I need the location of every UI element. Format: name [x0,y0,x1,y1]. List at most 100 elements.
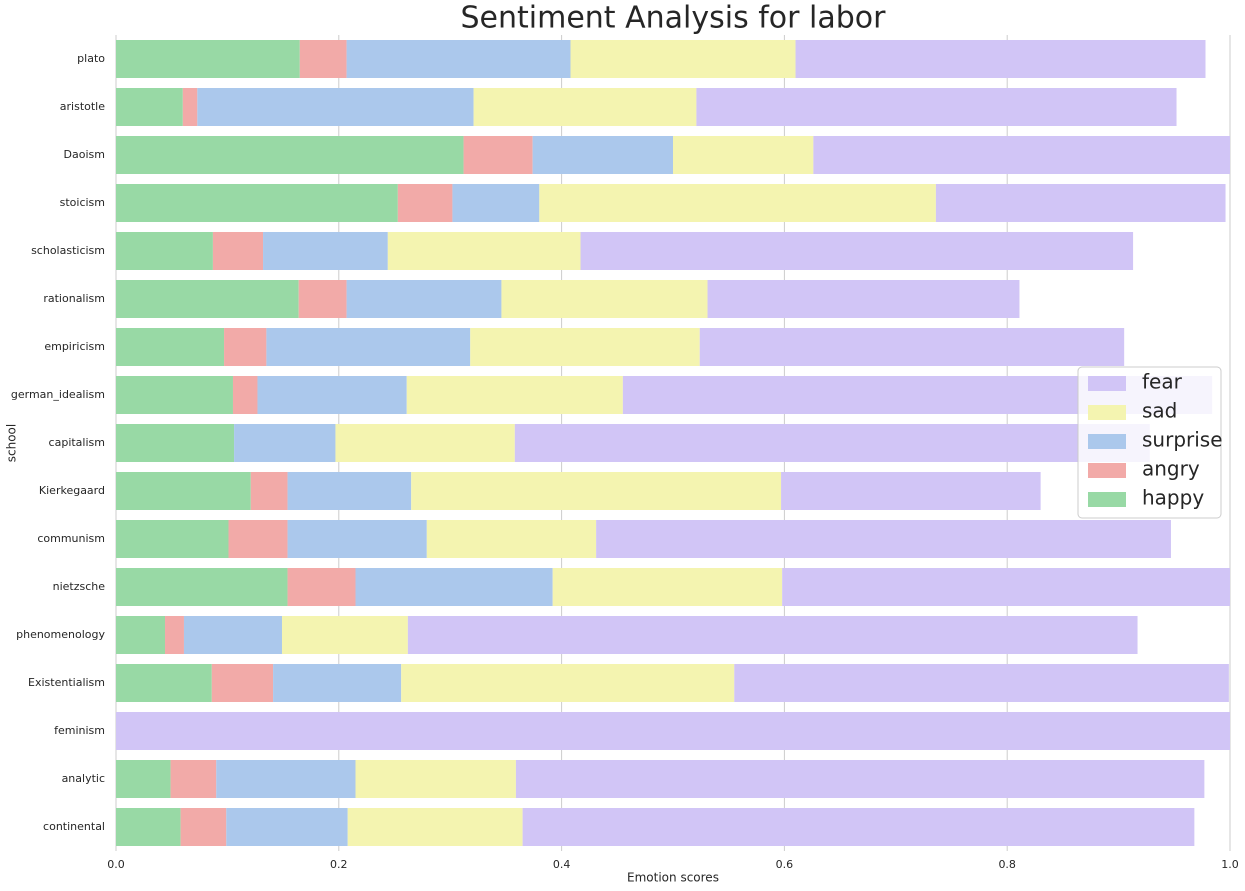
bar-segment [673,136,814,174]
legend-swatch [1088,434,1126,449]
y-tick-label: Daoism [64,148,105,161]
bar-segment [539,184,936,222]
y-tick-label: aristotle [60,100,105,113]
bar-segment [116,280,299,318]
x-tick-label: 1.0 [1221,858,1239,871]
y-tick-label: analytic [62,772,105,785]
bar-segment [116,520,229,558]
bar-segment [232,376,258,414]
bar-segment [266,328,471,366]
bar-segment [552,568,783,606]
bar-segment [116,184,398,222]
legend-label: sad [1142,399,1177,423]
bar-segment [250,472,288,510]
bar-segment [335,424,515,462]
bar-segment [707,280,1020,318]
bar-segment [281,616,408,654]
bar-segment [813,136,1230,174]
legend-label: angry [1142,457,1200,481]
bar-segment [287,568,356,606]
bar-segment [515,760,1205,798]
bar-segment [347,808,523,846]
chart-title: Sentiment Analysis for labor [461,1,887,36]
x-tick-label: 0.4 [553,858,571,871]
bar-segment [116,232,213,270]
legend-swatch [1088,376,1126,391]
bar-segment [287,520,427,558]
bar-segment [355,760,516,798]
y-tick-label: rationalism [43,292,105,305]
y-tick-label: Existentialism [28,676,105,689]
y-axis-label: school [5,424,19,462]
bar-segment [165,616,184,654]
bar-segment [782,568,1230,606]
bar-segment [696,88,1177,126]
bar-segment [183,616,282,654]
x-axis-label: Emotion scores [627,871,719,885]
bar-segment [570,40,796,78]
y-tick-label: communism [37,532,105,545]
legend-swatch [1088,405,1126,420]
bar-segment [116,376,233,414]
y-tick-label: nietzsche [53,580,106,593]
bar-segment [234,424,336,462]
y-tick-label: phenomenology [16,628,105,641]
bar-segment [116,664,212,702]
y-tick-label: stoicism [60,196,105,209]
bar-segment [116,328,225,366]
bar-segment [795,40,1206,78]
bar-segment [299,40,347,78]
legend-label: happy [1142,486,1204,510]
y-tick-label: continental [43,820,105,833]
bar-segment [580,232,1134,270]
bar-segment [116,760,171,798]
bar-segment [211,664,274,702]
bar-segment [257,376,407,414]
bar-segment [522,808,1195,846]
bar-segment [116,472,251,510]
legend-swatch [1088,492,1126,507]
bar-segment [216,760,356,798]
bar-segment [180,808,227,846]
bar-segment [228,520,288,558]
y-tick-label: plato [77,52,105,65]
bar-segment [116,712,1230,750]
legend-swatch [1088,463,1126,478]
bar-segment [426,520,597,558]
x-tick-label: 0.8 [998,858,1016,871]
bar-segment [452,184,540,222]
y-tick-label: capitalism [49,436,105,449]
bar-segment [212,232,264,270]
y-tick-label: german_idealism [11,388,105,401]
bar-segment [170,760,217,798]
bar-segment [734,664,1229,702]
bar-segment [116,568,288,606]
bar-segment [116,616,166,654]
bar-segment [263,232,388,270]
bar-segment [387,232,581,270]
bar-segment [699,328,1125,366]
bar-segment [346,280,502,318]
bar-segment [532,136,673,174]
bar-segment [182,88,198,126]
bar-segment [197,88,474,126]
bar-segment [397,184,453,222]
bar-segment [287,472,412,510]
bar-segment [935,184,1226,222]
bar-segment [116,40,300,78]
bar-segment [470,328,700,366]
bar-segment [273,664,402,702]
y-tick-label: feminism [54,724,105,737]
bar-segment [596,520,1171,558]
bar-segment [473,88,697,126]
bar-segment [355,568,553,606]
bar-segment [116,136,464,174]
bar-segment [224,328,267,366]
bar-segment [401,664,735,702]
y-tick-label: Kierkegaard [39,484,105,497]
bar-segment [116,424,235,462]
bar-segment [407,616,1138,654]
bar-segment [346,40,571,78]
legend-label: surprise [1142,428,1223,452]
